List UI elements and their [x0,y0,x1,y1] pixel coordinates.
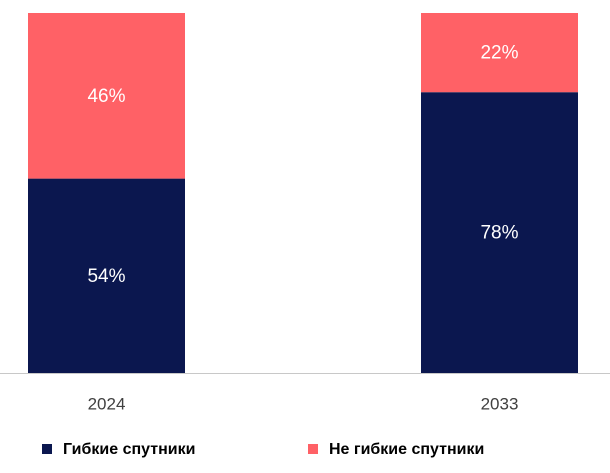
bar-segment [28,13,185,179]
x-tick-label: 2024 [88,394,126,413]
legend-label: Гибкие спутники [63,441,195,458]
bar-segment [421,13,578,93]
data-label: 46% [87,86,125,107]
legend-label: Не гибкие спутники [329,441,484,458]
x-tick-label: 2033 [481,394,519,413]
data-label: 22% [480,43,518,64]
data-label: 78% [480,223,518,244]
legend-swatch [308,444,318,454]
bar-segment [421,92,578,373]
legend-swatch [42,444,52,454]
data-label: 54% [87,266,125,287]
bar-segment [28,178,185,373]
